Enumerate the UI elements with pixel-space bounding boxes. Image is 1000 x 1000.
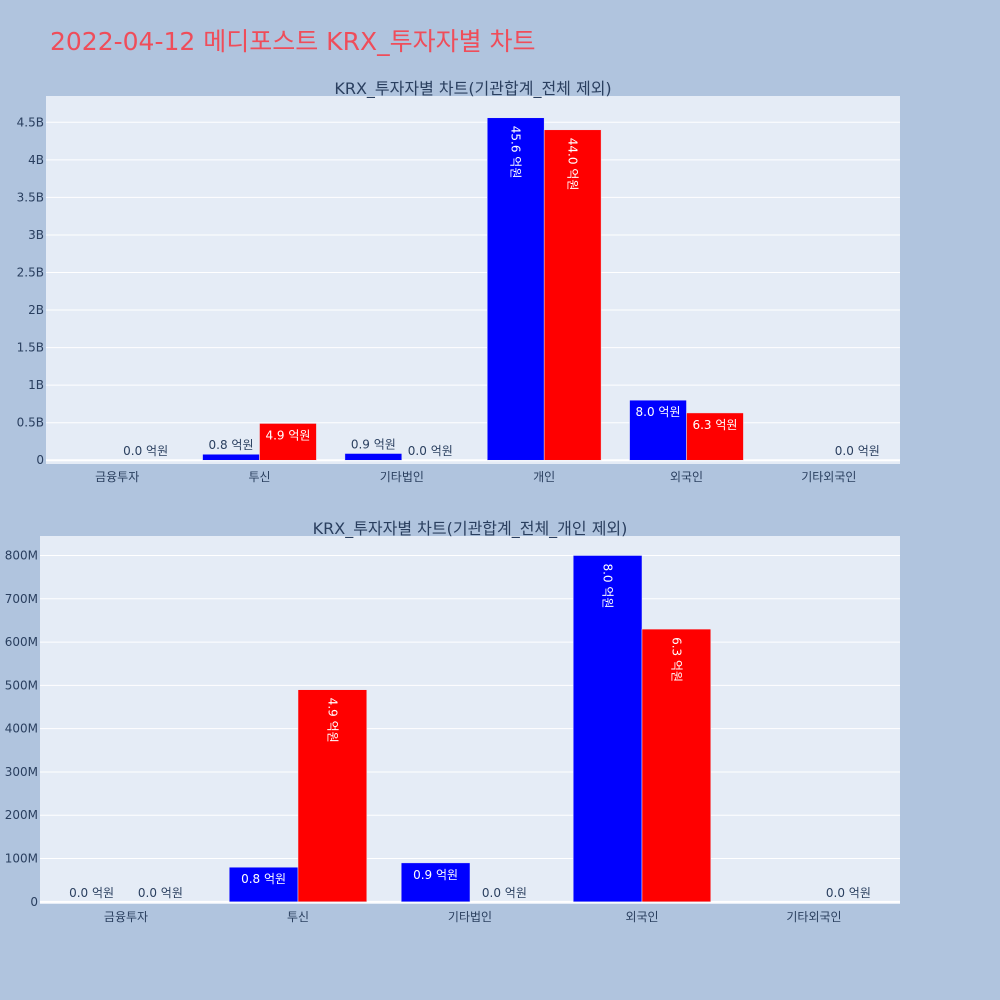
plot-area: [40, 536, 900, 904]
bar-투신-s2: [259, 423, 317, 461]
x-tick-label: 기타외국인: [786, 910, 841, 924]
y-tick-label: 1.5B: [17, 341, 44, 355]
y-tick-label: 100M: [5, 852, 38, 866]
y-tick-label: 4B: [28, 153, 44, 167]
data-label: 0.0 억원: [123, 444, 168, 458]
y-tick-label: 600M: [5, 635, 38, 649]
data-label: 44.0 억원: [566, 138, 580, 191]
data-label: 0.0 억원: [835, 444, 880, 458]
bar-투신-s2: [297, 689, 368, 903]
x-tick-label: 기타법인: [380, 470, 424, 484]
data-label: 0.0 억원: [482, 886, 527, 900]
x-tick-label: 금융투자: [95, 470, 139, 484]
y-tick-label: 800M: [5, 548, 38, 562]
y-tick-label: 3B: [28, 228, 44, 242]
data-label: 45.6 억원: [509, 126, 523, 179]
data-label: 0.0 억원: [69, 886, 114, 900]
data-label: 4.9 억원: [325, 698, 339, 743]
chart-2: KRX_투자자별 차트(기관합계_전체_개인 제외) 0 100M 200M 300M 4…: [5, 519, 900, 924]
y-tick-label: 0.5B: [17, 416, 44, 430]
chart-title: KRX_투자자별 차트(기관합계_전체 제외): [334, 79, 611, 99]
data-label: 0.0 억원: [138, 886, 183, 900]
x-tick-label: 개인: [533, 470, 555, 484]
x-tick-label: 외국인: [625, 910, 658, 924]
y-tick-label: 1B: [28, 378, 44, 392]
bar-기타법인-s1: [344, 453, 403, 461]
y-tick-label: 2B: [28, 303, 44, 317]
chart-title: KRX_투자자별 차트(기관합계_전체_개인 제외): [313, 519, 628, 539]
y-tick-label: 3.5B: [17, 190, 44, 204]
chart-1: KRX_투자자별 차트(기관합계_전체 제외) 0 0.5B 1B 1.5B 2B 2.5B…: [17, 79, 900, 484]
y-tick-label: 0: [36, 453, 44, 467]
bar-외국인-s2: [686, 412, 744, 461]
y-tick-label: 0: [30, 895, 38, 909]
bar-투신-s1: [202, 453, 260, 461]
data-label: 0.0 억원: [826, 886, 871, 900]
data-label: 0.8 억원: [241, 872, 286, 886]
y-tick-label: 400M: [5, 722, 38, 736]
data-label: 0.0 억원: [408, 444, 453, 458]
bar-외국인-s1: [629, 399, 687, 461]
data-label: 6.3 억원: [669, 637, 683, 682]
y-tick-label: 200M: [5, 808, 38, 822]
data-label: 6.3 억원: [692, 418, 737, 432]
y-tick-label: 700M: [5, 592, 38, 606]
data-label: 8.0 억원: [636, 405, 681, 419]
data-label: 8.0 억원: [601, 563, 615, 608]
bar-기타법인-s1: [400, 862, 471, 903]
data-label: 0.8 억원: [209, 438, 254, 452]
y-tick-label: 300M: [5, 765, 38, 779]
x-tick-label: 금융투자: [104, 910, 148, 924]
x-tick-label: 투신: [287, 910, 309, 924]
data-label: 0.9 억원: [351, 437, 396, 451]
y-tick-label: 4.5B: [17, 115, 44, 129]
y-tick-label: 2.5B: [17, 265, 44, 279]
bar-투신-s1: [228, 866, 299, 903]
data-label: 0.9 억원: [413, 868, 458, 882]
x-tick-label: 외국인: [670, 470, 703, 484]
x-tick-label: 기타외국인: [801, 470, 856, 484]
bar-개인-s1: [486, 117, 545, 461]
x-tick-label: 투신: [248, 470, 270, 484]
data-label: 4.9 억원: [265, 428, 310, 442]
bar-개인-s2: [543, 129, 602, 461]
page-title: 2022-04-12 메디포스트 KRX_투자자별 차트: [50, 27, 536, 56]
x-tick-label: 기타법인: [448, 910, 492, 924]
plot-area: [46, 96, 900, 464]
bar-외국인-s2: [641, 628, 712, 903]
y-tick-label: 500M: [5, 678, 38, 692]
